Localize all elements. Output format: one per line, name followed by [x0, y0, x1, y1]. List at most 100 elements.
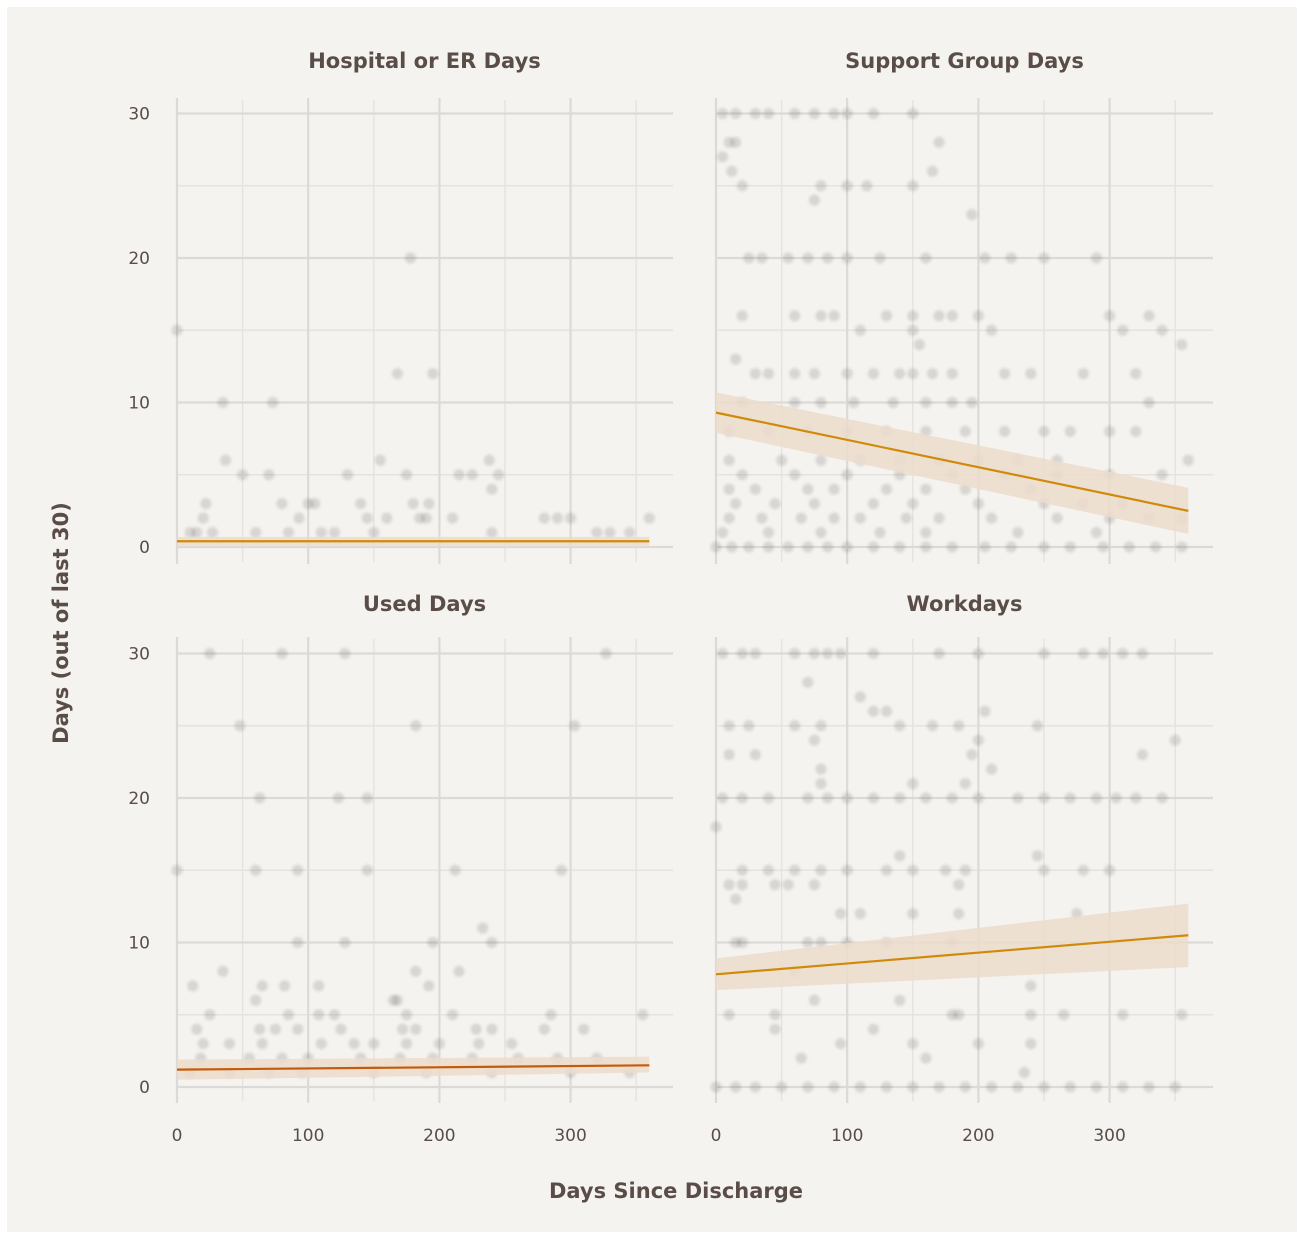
- data-point: [1005, 541, 1017, 553]
- data-point: [447, 1009, 459, 1021]
- data-point: [808, 194, 820, 206]
- data-point: [749, 749, 761, 761]
- data-point: [717, 151, 729, 163]
- data-point: [808, 734, 820, 746]
- data-point: [874, 252, 886, 264]
- data-point: [1038, 541, 1050, 553]
- x-tick-label: 200: [423, 1126, 455, 1146]
- data-point: [743, 252, 755, 264]
- data-point: [717, 648, 729, 659]
- data-point: [730, 498, 742, 510]
- data-point: [841, 541, 853, 553]
- data-point: [907, 180, 919, 192]
- data-point: [828, 1081, 840, 1093]
- data-point: [815, 763, 827, 775]
- y-tick-label: 20: [128, 789, 150, 809]
- data-point: [953, 908, 965, 920]
- x-tick-label: 300: [1093, 1126, 1125, 1146]
- data-point: [328, 527, 340, 539]
- data-point: [789, 469, 801, 481]
- data-point: [453, 965, 465, 977]
- data-point: [1123, 541, 1135, 553]
- data-point: [410, 965, 422, 977]
- data-point: [815, 454, 827, 466]
- data-point: [710, 1081, 722, 1093]
- data-point: [953, 720, 965, 732]
- data-point: [292, 937, 304, 948]
- data-point: [569, 720, 581, 732]
- data-point: [313, 1009, 325, 1021]
- points: [710, 648, 1188, 1093]
- data-point: [815, 527, 827, 539]
- data-point: [293, 512, 305, 524]
- data-point: [339, 648, 351, 659]
- panel-title: Hospital or ER Days: [308, 49, 541, 73]
- data-point: [782, 252, 794, 264]
- data-point: [1143, 310, 1155, 322]
- panel-title: Support Group Days: [845, 49, 1084, 73]
- trend-line: [715, 411, 1189, 512]
- data-point: [200, 498, 212, 510]
- data-point: [470, 1023, 482, 1035]
- data-point: [483, 454, 495, 466]
- data-point: [894, 850, 906, 862]
- data-point: [953, 1009, 965, 1021]
- data-point: [1136, 749, 1148, 761]
- data-point: [894, 792, 906, 804]
- data-point: [815, 864, 827, 876]
- data-point: [815, 310, 827, 322]
- data-point: [802, 792, 814, 804]
- data-point: [900, 512, 912, 524]
- data-point: [1176, 541, 1188, 553]
- data-point: [881, 310, 893, 322]
- data-point: [907, 908, 919, 920]
- data-point: [920, 425, 932, 437]
- data-point: [789, 648, 801, 659]
- data-point: [802, 676, 814, 688]
- data-point: [292, 864, 304, 876]
- data-point: [828, 108, 840, 119]
- data-point: [986, 1081, 998, 1093]
- data-point: [1038, 1081, 1050, 1093]
- data-point: [776, 454, 788, 466]
- data-point: [815, 720, 827, 732]
- data-point: [926, 165, 938, 177]
- data-point: [1130, 368, 1142, 380]
- data-point: [723, 879, 735, 891]
- data-point: [841, 469, 853, 481]
- data-point: [769, 498, 781, 510]
- data-point: [1064, 1081, 1076, 1093]
- data-point: [1143, 397, 1155, 408]
- data-point: [815, 778, 827, 790]
- data-point: [1012, 527, 1024, 539]
- data-point: [762, 792, 774, 804]
- data-point: [874, 527, 886, 539]
- data-point: [979, 541, 991, 553]
- y-tick-label: 30: [128, 645, 150, 665]
- data-point: [907, 498, 919, 510]
- data-point: [946, 792, 958, 804]
- data-point: [789, 310, 801, 322]
- data-point: [315, 1038, 327, 1050]
- data-point: [769, 1023, 781, 1035]
- data-point: [1090, 527, 1102, 539]
- y-tick-label: 30: [128, 105, 150, 125]
- data-point: [789, 397, 801, 408]
- data-point: [423, 498, 435, 510]
- data-point: [1077, 648, 1089, 659]
- data-point: [730, 353, 742, 365]
- confidence-band: [716, 903, 1189, 991]
- data-point: [276, 498, 288, 510]
- data-point: [972, 1038, 984, 1050]
- data-point: [279, 980, 291, 992]
- data-point: [756, 252, 768, 264]
- data-point: [256, 980, 268, 992]
- data-point: [907, 310, 919, 322]
- data-point: [769, 879, 781, 891]
- data-point: [979, 252, 991, 264]
- data-point: [881, 864, 893, 876]
- data-point: [881, 1081, 893, 1093]
- data-point: [339, 937, 351, 948]
- data-point: [841, 792, 853, 804]
